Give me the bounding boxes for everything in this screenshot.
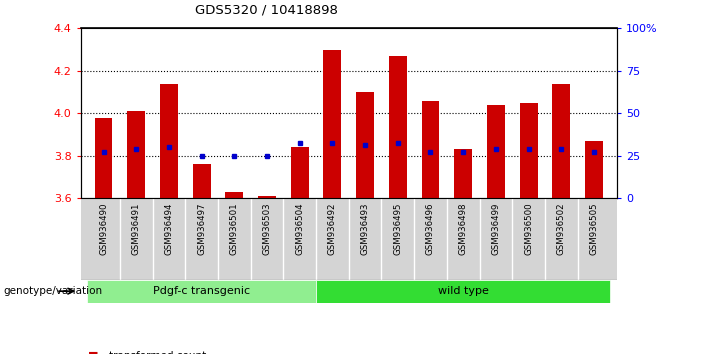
Text: GSM936505: GSM936505	[590, 202, 599, 255]
Bar	[487, 105, 505, 198]
Bar	[356, 92, 374, 198]
Bar	[193, 164, 210, 198]
Text: GSM936502: GSM936502	[557, 202, 566, 255]
Text: GSM936492: GSM936492	[328, 202, 337, 255]
Text: ■: ■	[88, 351, 98, 354]
Bar	[258, 196, 276, 198]
Bar	[552, 84, 571, 198]
Text: Pdgf-c transgenic: Pdgf-c transgenic	[153, 286, 250, 296]
Text: GSM936503: GSM936503	[262, 202, 271, 255]
Bar	[421, 101, 440, 198]
Bar	[585, 141, 603, 198]
Bar	[160, 84, 178, 198]
Text: genotype/variation: genotype/variation	[4, 286, 102, 296]
Bar	[127, 111, 145, 198]
Bar	[454, 149, 472, 198]
Text: GSM936499: GSM936499	[491, 202, 501, 255]
Text: GSM936498: GSM936498	[458, 202, 468, 255]
Text: GDS5320 / 10418898: GDS5320 / 10418898	[195, 4, 338, 17]
Bar	[519, 103, 538, 198]
Text: GSM936496: GSM936496	[426, 202, 435, 255]
Text: GSM936491: GSM936491	[132, 202, 141, 255]
Bar	[389, 56, 407, 198]
Text: GSM936504: GSM936504	[295, 202, 304, 255]
Bar	[323, 50, 341, 198]
Text: wild type: wild type	[437, 286, 489, 296]
Bar	[95, 118, 112, 198]
Text: GSM936493: GSM936493	[360, 202, 369, 255]
Text: GSM936500: GSM936500	[524, 202, 533, 255]
Text: GSM936497: GSM936497	[197, 202, 206, 255]
Bar	[225, 192, 243, 198]
Bar	[291, 147, 308, 198]
Text: GSM936495: GSM936495	[393, 202, 402, 255]
Bar	[87, 280, 316, 303]
Text: transformed count: transformed count	[109, 351, 206, 354]
Text: GSM936494: GSM936494	[165, 202, 173, 255]
Text: GSM936501: GSM936501	[230, 202, 239, 255]
Bar	[316, 280, 611, 303]
Text: GSM936490: GSM936490	[99, 202, 108, 255]
